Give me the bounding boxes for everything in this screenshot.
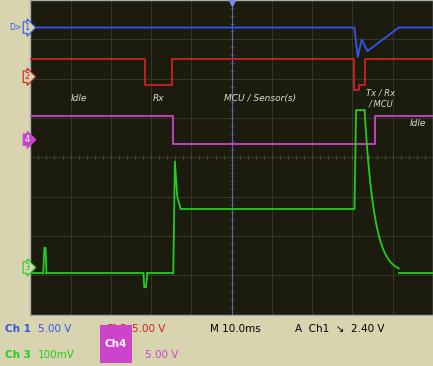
Text: 2: 2 [24,72,30,81]
Text: MCU / Sensor(s): MCU / Sensor(s) [224,94,296,103]
Text: Rx: Rx [152,94,164,103]
Text: D>: D> [9,23,21,32]
Text: Tx / Rx
/ MCU: Tx / Rx / MCU [366,89,395,108]
Text: 5.00 V: 5.00 V [132,324,165,334]
Text: Ch4: Ch4 [105,340,127,350]
Text: Ch2: Ch2 [105,324,127,334]
Text: Idle: Idle [410,119,426,128]
Text: Idle: Idle [71,94,87,103]
Text: 3: 3 [24,263,30,272]
Text: Ch 1: Ch 1 [5,324,31,334]
Text: 100mV: 100mV [38,350,75,360]
Text: 5.00 V: 5.00 V [145,350,178,360]
FancyBboxPatch shape [100,325,132,363]
Text: M 10.0ms: M 10.0ms [210,324,261,334]
Text: 5.00 V: 5.00 V [38,324,71,334]
Text: A  Ch1  ↘  2.40 V: A Ch1 ↘ 2.40 V [295,324,385,334]
Text: Ch 3: Ch 3 [5,350,31,360]
Text: 4: 4 [24,135,30,144]
Text: 1: 1 [24,23,30,32]
